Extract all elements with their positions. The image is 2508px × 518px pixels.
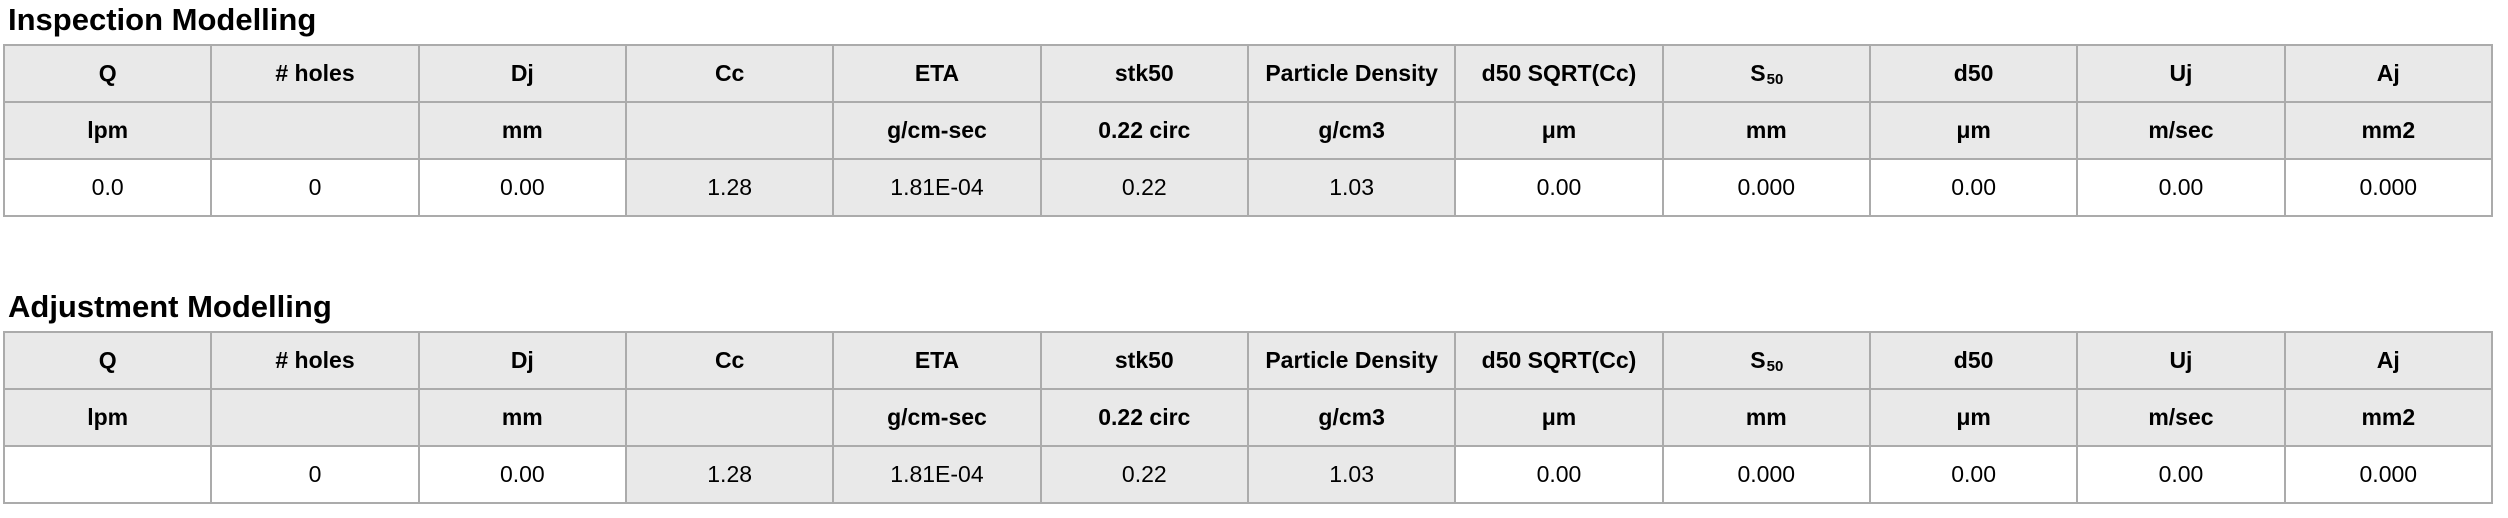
- t2-col-unit-dj: mm: [417, 388, 627, 447]
- t1-col-header-cc: Cc: [624, 44, 835, 103]
- table-values-row: 0.0 0 0.00 1.28 1.81E-04 0.22 1.03 0.00 …: [2, 158, 2494, 217]
- inspection-modelling-table: Q # holes Dj Cc ETA stk50 Particle Densi…: [2, 44, 2494, 217]
- t1-col-unit-aj: mm2: [2283, 101, 2494, 160]
- t1-col-unit-stk50: 0.22 circ: [1039, 101, 1249, 160]
- section-title-adjustment: Adjustment Modelling: [8, 289, 332, 324]
- t2-col-header-holes: # holes: [210, 331, 420, 390]
- t2-col-header-aj: Aj: [2283, 331, 2494, 390]
- t1-cell-d50-sqrt-cc-value[interactable]: 0.00: [1454, 158, 1664, 217]
- t2-col-header-dj: Dj: [417, 331, 627, 390]
- t1-col-header-holes: # holes: [210, 44, 420, 103]
- t1-col-header-aj: Aj: [2283, 44, 2494, 103]
- t1-col-unit-s50: mm: [1661, 101, 1871, 160]
- t1-col-header-particle-density: Particle Density: [1246, 44, 1457, 103]
- t1-cell-holes-value[interactable]: 0: [210, 158, 420, 217]
- table-units-row: lpm mm g/cm-sec 0.22 circ g/cm3 μm mm μm…: [2, 388, 2494, 447]
- t2-col-header-d50: d50: [1868, 331, 2079, 390]
- t2-cell-holes-value[interactable]: 0: [210, 445, 420, 504]
- t1-col-header-dj: Dj: [417, 44, 627, 103]
- t2-col-unit-cc: [624, 388, 835, 447]
- s50-base: S: [1750, 60, 1766, 86]
- t2-col-unit-particle-density: g/cm3: [1246, 388, 1457, 447]
- t1-cell-stk50-value: 0.22: [1039, 158, 1249, 217]
- t2-col-header-d50-sqrt-cc: d50 SQRT(Cc): [1454, 331, 1664, 390]
- t2-cell-d50-sqrt-cc-value[interactable]: 0.00: [1454, 445, 1664, 504]
- t2-col-unit-q: lpm: [2, 388, 213, 447]
- t2-cell-s50-value[interactable]: 0.000: [1661, 445, 1871, 504]
- section-title-inspection: Inspection Modelling: [8, 2, 317, 37]
- t1-col-header-d50: d50: [1868, 44, 2079, 103]
- s50-subscript: 50: [1766, 358, 1784, 375]
- t2-cell-eta-value: 1.81E-04: [832, 445, 1042, 504]
- t1-col-unit-uj: m/sec: [2076, 101, 2286, 160]
- t1-col-unit-holes: [210, 101, 420, 160]
- t1-cell-d50-value[interactable]: 0.00: [1868, 158, 2079, 217]
- t1-col-header-s50: S50: [1661, 44, 1871, 103]
- t2-col-unit-d50-sqrt-cc: μm: [1454, 388, 1664, 447]
- t2-col-unit-s50: mm: [1661, 388, 1871, 447]
- t2-cell-dj-value[interactable]: 0.00: [417, 445, 627, 504]
- adjustment-modelling-section: Adjustment Modelling Q # holes Dj Cc ETA…: [0, 287, 2508, 504]
- t1-col-header-d50-sqrt-cc: d50 SQRT(Cc): [1454, 44, 1664, 103]
- t1-col-header-eta: ETA: [832, 44, 1042, 103]
- t1-col-unit-d50-sqrt-cc: μm: [1454, 101, 1664, 160]
- t2-col-unit-eta: g/cm-sec: [832, 388, 1042, 447]
- t1-cell-particle-density-value: 1.03: [1246, 158, 1457, 217]
- t2-cell-cc-value: 1.28: [624, 445, 835, 504]
- t1-col-header-stk50: stk50: [1039, 44, 1249, 103]
- table-header-row: Q # holes Dj Cc ETA stk50 Particle Densi…: [2, 331, 2494, 390]
- table-values-row: 0 0.00 1.28 1.81E-04 0.22 1.03 0.00 0.00…: [2, 445, 2494, 504]
- t1-col-unit-dj: mm: [417, 101, 627, 160]
- table-units-row: lpm mm g/cm-sec 0.22 circ g/cm3 μm mm μm…: [2, 101, 2494, 160]
- s50-base: S: [1750, 347, 1766, 373]
- t1-col-unit-q: lpm: [2, 101, 213, 160]
- t1-cell-eta-value: 1.81E-04: [832, 158, 1042, 217]
- inspection-modelling-section: Inspection Modelling Q # holes Dj Cc ETA…: [0, 0, 2508, 217]
- t1-cell-uj-value[interactable]: 0.00: [2076, 158, 2286, 217]
- t2-col-header-eta: ETA: [832, 331, 1042, 390]
- t2-col-unit-stk50: 0.22 circ: [1039, 388, 1249, 447]
- t1-cell-s50-value[interactable]: 0.000: [1661, 158, 1871, 217]
- t2-cell-aj-value[interactable]: 0.000: [2283, 445, 2494, 504]
- t1-col-header-q: Q: [2, 44, 213, 103]
- t2-cell-d50-value[interactable]: 0.00: [1868, 445, 2079, 504]
- t1-cell-aj-value[interactable]: 0.000: [2283, 158, 2494, 217]
- t1-col-unit-eta: g/cm-sec: [832, 101, 1042, 160]
- t1-cell-dj-value[interactable]: 0.00: [417, 158, 627, 217]
- t1-col-unit-d50: μm: [1868, 101, 2079, 160]
- t2-col-unit-aj: mm2: [2283, 388, 2494, 447]
- t2-col-header-uj: Uj: [2076, 331, 2286, 390]
- adjustment-modelling-table: Q # holes Dj Cc ETA stk50 Particle Densi…: [2, 331, 2494, 504]
- t1-col-unit-cc: [624, 101, 835, 160]
- t2-col-header-s50: S50: [1661, 331, 1871, 390]
- t1-cell-q-value[interactable]: 0.0: [2, 158, 213, 217]
- t2-col-header-q: Q: [2, 331, 213, 390]
- t2-col-header-stk50: stk50: [1039, 331, 1249, 390]
- t1-cell-cc-value: 1.28: [624, 158, 835, 217]
- t2-cell-uj-value[interactable]: 0.00: [2076, 445, 2286, 504]
- table-header-row: Q # holes Dj Cc ETA stk50 Particle Densi…: [2, 44, 2494, 103]
- t2-cell-particle-density-value: 1.03: [1246, 445, 1457, 504]
- t2-col-header-cc: Cc: [624, 331, 835, 390]
- t2-col-unit-d50: μm: [1868, 388, 2079, 447]
- s50-subscript: 50: [1766, 71, 1784, 88]
- t2-col-unit-uj: m/sec: [2076, 388, 2286, 447]
- t1-col-header-uj: Uj: [2076, 44, 2286, 103]
- t2-cell-q-value[interactable]: [2, 445, 213, 504]
- t2-col-header-particle-density: Particle Density: [1246, 331, 1457, 390]
- t2-cell-stk50-value: 0.22: [1039, 445, 1249, 504]
- t2-col-unit-holes: [210, 388, 420, 447]
- t1-col-unit-particle-density: g/cm3: [1246, 101, 1457, 160]
